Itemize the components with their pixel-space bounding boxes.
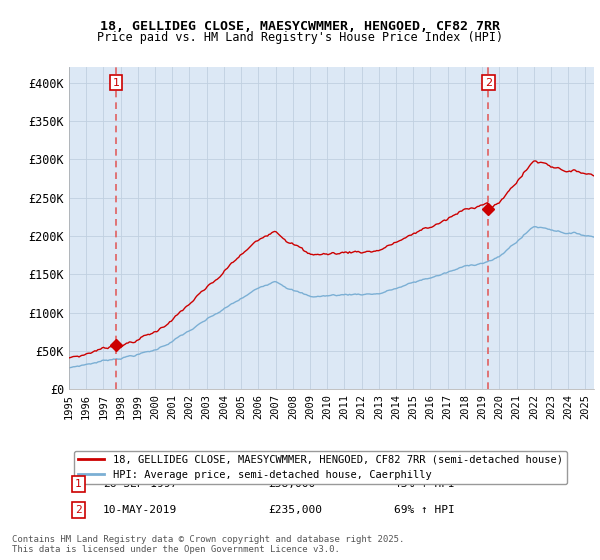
Text: 2: 2: [75, 505, 82, 515]
Text: Contains HM Land Registry data © Crown copyright and database right 2025.
This d: Contains HM Land Registry data © Crown c…: [12, 535, 404, 554]
Text: £58,000: £58,000: [269, 479, 316, 489]
Text: 69% ↑ HPI: 69% ↑ HPI: [395, 505, 455, 515]
Text: 26-SEP-1997: 26-SEP-1997: [103, 479, 178, 489]
Text: 18, GELLIDEG CLOSE, MAESYCWMMER, HENGOED, CF82 7RR: 18, GELLIDEG CLOSE, MAESYCWMMER, HENGOED…: [100, 20, 500, 32]
Text: 10-MAY-2019: 10-MAY-2019: [103, 505, 178, 515]
Text: Price paid vs. HM Land Registry's House Price Index (HPI): Price paid vs. HM Land Registry's House …: [97, 31, 503, 44]
Text: 2: 2: [485, 77, 492, 87]
Legend: 18, GELLIDEG CLOSE, MAESYCWMMER, HENGOED, CF82 7RR (semi-detached house), HPI: A: 18, GELLIDEG CLOSE, MAESYCWMMER, HENGOED…: [74, 451, 567, 484]
Text: £235,000: £235,000: [269, 505, 323, 515]
Text: 1: 1: [75, 479, 82, 489]
Text: 43% ↑ HPI: 43% ↑ HPI: [395, 479, 455, 489]
Text: 1: 1: [113, 77, 119, 87]
